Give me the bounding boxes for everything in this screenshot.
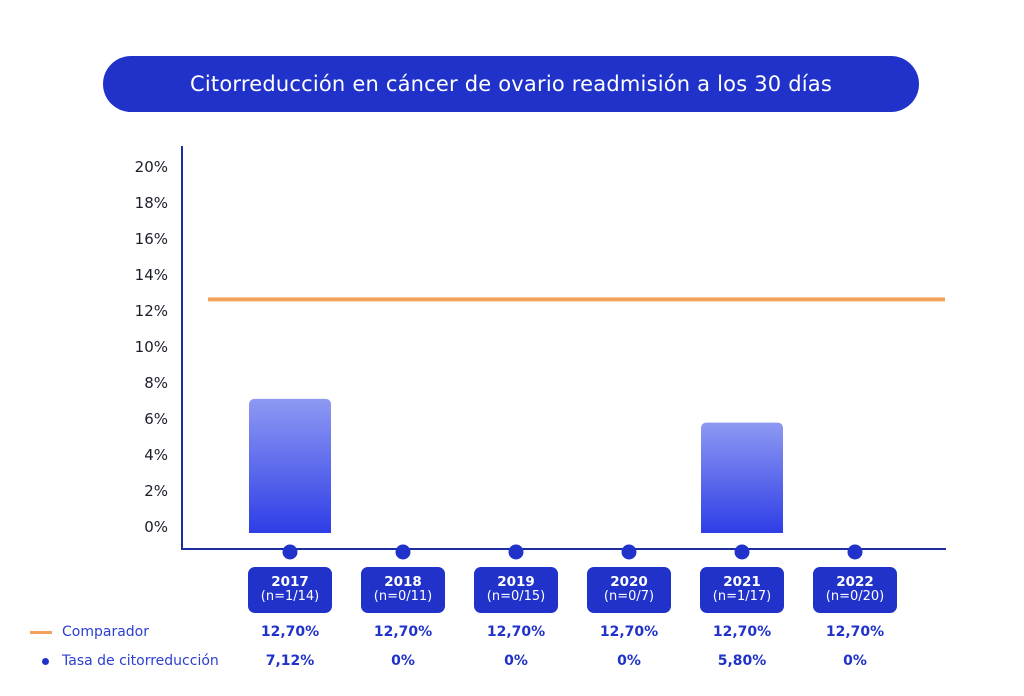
y-tick-label: 6% xyxy=(144,410,168,428)
year-box-2020: 2020 (n=0/7) xyxy=(587,567,671,613)
year-box-2017: 2017 (n=1/14) xyxy=(248,567,332,613)
comparator-value: 12,70% xyxy=(260,624,320,640)
rate-value: 5,80% xyxy=(717,653,767,669)
bar-2017 xyxy=(249,398,331,533)
year-n-label: (n=0/11) xyxy=(373,589,433,605)
rate-value: 7,12% xyxy=(265,653,315,669)
y-tick-label: 10% xyxy=(135,338,168,356)
axis-dot-2019 xyxy=(508,544,524,560)
year-box-2021: 2021 (n=1/17) xyxy=(700,567,784,613)
comparator-value: 12,70% xyxy=(825,624,885,640)
comparator-value: 12,70% xyxy=(486,624,546,640)
comparator-value: 12,70% xyxy=(599,624,659,640)
rate-value: 0% xyxy=(617,653,641,669)
comparator-value: 12,70% xyxy=(373,624,433,640)
y-tick-label: 4% xyxy=(144,446,168,464)
y-tick-label: 0% xyxy=(144,518,168,536)
year-n-label: (n=0/7) xyxy=(603,589,655,605)
comparator-swatch xyxy=(30,630,52,634)
comparator-value: 12,70% xyxy=(712,624,772,640)
y-tick-label: 12% xyxy=(135,302,168,320)
rate-value: 0% xyxy=(504,653,528,669)
year-label: 2020 xyxy=(610,574,648,591)
chart-title: Citorreducción en cáncer de ovario readm… xyxy=(103,56,919,112)
year-box-2019: 2019 (n=0/15) xyxy=(474,567,558,613)
year-n-label: (n=1/17) xyxy=(712,589,772,605)
year-label: 2018 xyxy=(384,574,422,591)
rate-value: 0% xyxy=(391,653,415,669)
y-tick-label: 16% xyxy=(135,230,168,248)
axis-dot-2017 xyxy=(282,544,298,560)
y-tick-label: 20% xyxy=(135,158,168,176)
y-tick-label: 18% xyxy=(135,194,168,212)
legend-comparator-label: Comparador xyxy=(62,624,149,640)
legend-comparator: Comparador xyxy=(30,624,149,640)
y-tick-label: 2% xyxy=(144,482,168,500)
year-label: 2019 xyxy=(497,574,535,591)
y-tick-label: 14% xyxy=(135,266,168,284)
axis-dot-2021 xyxy=(734,544,750,560)
legend-rate: Tasa de citorreducción xyxy=(30,653,219,669)
rate-dot-swatch xyxy=(42,657,49,665)
axis-dot-2018 xyxy=(395,544,411,560)
year-n-label: (n=0/15) xyxy=(486,589,546,605)
year-box-2022: 2022 (n=0/20) xyxy=(813,567,897,613)
axis-dot-2022 xyxy=(847,544,863,560)
year-n-label: (n=0/20) xyxy=(825,589,885,605)
legend-rate-label: Tasa de citorreducción xyxy=(62,653,219,669)
year-box-2018: 2018 (n=0/11) xyxy=(361,567,445,613)
year-label: 2021 xyxy=(723,574,761,591)
rate-value: 0% xyxy=(843,653,867,669)
axis-dot-2020 xyxy=(621,544,637,560)
year-n-label: (n=1/14) xyxy=(260,589,320,605)
year-label: 2022 xyxy=(836,574,874,591)
year-label: 2017 xyxy=(271,574,309,591)
bar-2021 xyxy=(701,422,783,533)
y-tick-label: 8% xyxy=(144,374,168,392)
